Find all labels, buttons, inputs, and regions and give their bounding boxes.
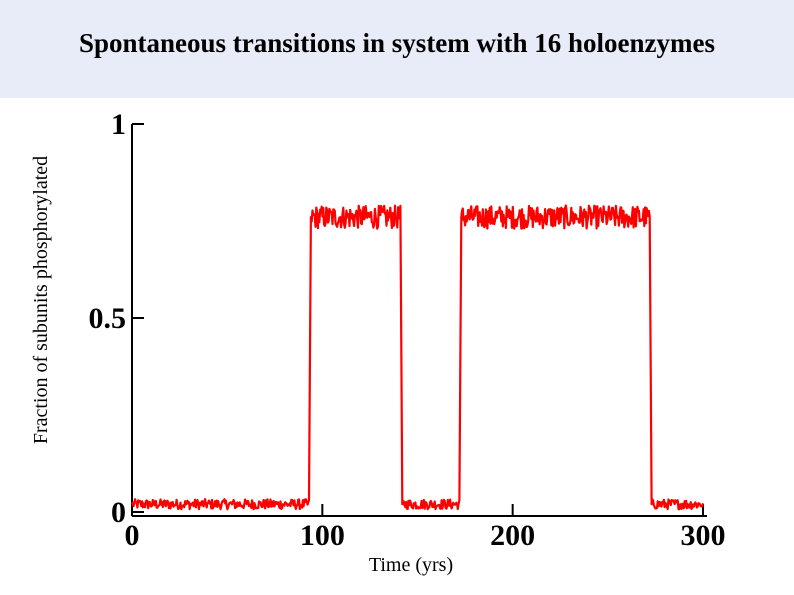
chart-series <box>131 204 705 511</box>
chart-axes <box>131 123 707 517</box>
y-tick-label: 0 <box>111 496 126 529</box>
y-axis-title: Fraction of subunits phosphorylated <box>30 156 52 444</box>
x-axis-title: Time (yrs) <box>369 554 453 576</box>
x-tick-label: 200 <box>490 519 535 552</box>
series-line-0 <box>131 204 705 511</box>
title-banner <box>0 0 794 98</box>
y-tick-label: 0.5 <box>89 302 127 335</box>
x-tick-label: 100 <box>300 519 345 552</box>
page-title: Spontaneous transitions in system with 1… <box>78 28 716 58</box>
x-tick-label: 300 <box>681 519 726 552</box>
x-tick-label: 0 <box>125 519 140 552</box>
y-tick-label: 1 <box>111 108 126 141</box>
chart-labels: 0 0.5 1 0 100 200 300 Time (yrs) Fraction of sub… <box>30 108 726 576</box>
